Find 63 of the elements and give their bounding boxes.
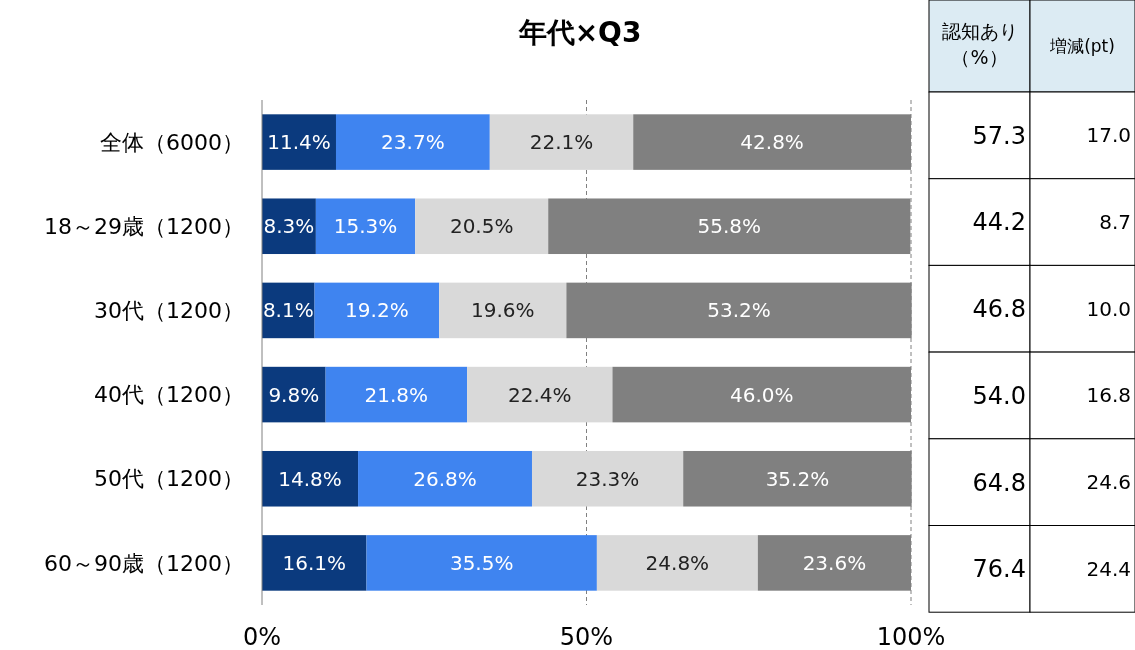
- text: 17.0: [1086, 123, 1131, 148]
- category-label: 認知あり（%）: [941, 20, 1018, 68]
- data-label: 11.4%: [267, 130, 331, 155]
- data-label: 53.2%: [707, 298, 771, 323]
- bar: [262, 450, 359, 507]
- x-tick-label: 50%: [559, 623, 614, 650]
- data-label: 16.1%: [282, 550, 347, 575]
- y-tick-label: 全体（6000）: [100, 129, 244, 155]
- data-label: 23.6%: [802, 550, 867, 575]
- bar: [467, 366, 613, 423]
- text: 46.8: [972, 295, 1026, 324]
- bar: [335, 114, 490, 170]
- data-label: 42.8%: [740, 130, 804, 155]
- y-tick-label: 40代（1200）: [94, 382, 244, 408]
- bar: [262, 114, 336, 170]
- data-label: 35.5%: [449, 550, 514, 575]
- data-label: 24.8%: [645, 550, 710, 575]
- bar: [439, 282, 567, 339]
- data-label: 23.7%: [381, 130, 445, 155]
- data-label: 46.0%: [729, 382, 794, 407]
- text: 24.4: [1086, 556, 1131, 581]
- text: 8.7: [1099, 210, 1131, 235]
- category-label: 増減(pt): [1049, 36, 1115, 56]
- y-tick-label: 30代（1200）: [94, 298, 244, 324]
- data-label: 21.8%: [364, 382, 429, 407]
- bar: [358, 450, 532, 507]
- bar: [314, 282, 440, 339]
- data-label: 55.8%: [697, 214, 762, 239]
- bar: [366, 535, 597, 591]
- bar: [262, 535, 367, 591]
- text: 54.0: [972, 381, 1026, 410]
- text: 64.8: [972, 468, 1026, 497]
- data-label: 23.3%: [575, 466, 640, 491]
- data-label: 9.8%: [268, 382, 320, 407]
- y-tick-label: 60～90歳（1200）: [44, 550, 244, 576]
- data-label: 14.8%: [278, 466, 342, 491]
- y-tick-label: 18～29歳（1200）: [44, 213, 244, 239]
- text: 76.4: [972, 555, 1026, 584]
- text: 44.2: [972, 208, 1026, 237]
- bar: [315, 198, 416, 255]
- data-label: 20.5%: [449, 214, 514, 239]
- x-tick-label: 100%: [876, 623, 946, 650]
- text: 24.6: [1086, 470, 1131, 495]
- data-label: 26.8%: [413, 466, 477, 491]
- data-label: 22.1%: [529, 130, 594, 155]
- data-label: 19.2%: [345, 298, 409, 323]
- chart-title: 年代×Q3: [517, 16, 642, 49]
- text: 10.0: [1086, 296, 1131, 321]
- data-label: 22.4%: [508, 382, 572, 407]
- bar: [489, 114, 634, 170]
- data-label: 8.1%: [262, 298, 314, 323]
- x-tick-label: 0%: [242, 623, 282, 650]
- text: 16.8: [1086, 383, 1131, 408]
- bar: [415, 198, 549, 255]
- data-label: 8.3%: [263, 214, 315, 239]
- text: 57.3: [972, 121, 1026, 150]
- y-tick-label: 50代（1200）: [94, 466, 244, 492]
- data-label: 19.6%: [471, 298, 535, 323]
- bar: [325, 366, 468, 423]
- data-label: 15.3%: [333, 214, 398, 239]
- bar: [531, 450, 684, 507]
- data-label: 35.2%: [765, 466, 830, 491]
- bar: [596, 535, 758, 591]
